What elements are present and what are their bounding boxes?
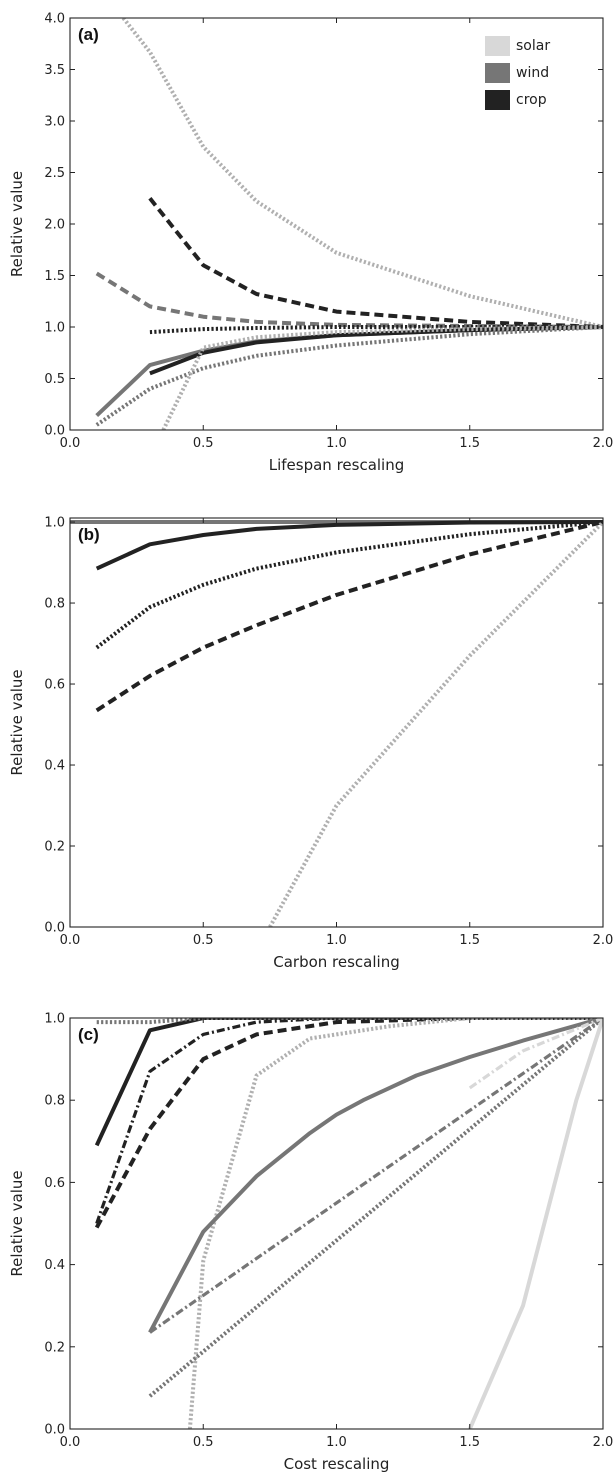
y-tick-label: 4.0 (44, 12, 65, 27)
x-tick-label: 0.5 (193, 933, 214, 948)
panel-label: (b) (78, 525, 100, 544)
x-tick-label: 1.0 (326, 933, 347, 948)
panel-label: (a) (78, 25, 99, 44)
series-line-4 (96, 1018, 603, 1025)
series-group (70, 520, 603, 927)
series-line-8 (148, 1018, 603, 1398)
y-tick-label: 0.8 (44, 597, 65, 612)
x-tick-label: 1.0 (326, 1435, 347, 1450)
series-line-2 (148, 197, 603, 329)
series-line-3 (95, 271, 603, 329)
x-tick-label: 2.0 (593, 436, 614, 451)
y-tick-label: 0.6 (44, 678, 65, 693)
y-tick-label: 0.4 (44, 1258, 65, 1273)
legend-label-crop: crop (516, 92, 547, 108)
legend-label-wind: wind (516, 65, 549, 81)
series-line-4 (95, 520, 603, 713)
x-tick-label: 1.5 (459, 436, 480, 451)
series-line-10 (467, 1018, 603, 1429)
y-tick-label: 3.0 (44, 115, 65, 130)
y-tick-label: 0.2 (44, 1340, 65, 1355)
y-tick-label: 0.2 (44, 840, 65, 855)
y-tick-label: 0.0 (44, 424, 65, 439)
x-axis-label: Cost rescaling (284, 1455, 390, 1473)
y-tick-label: 0.8 (44, 1094, 65, 1109)
y-tick-label: 0.0 (44, 921, 65, 936)
y-tick-label: 0.6 (44, 1176, 65, 1191)
series-line-3 (94, 1018, 603, 1229)
series-line-1 (121, 18, 603, 329)
x-tick-label: 0.5 (193, 1435, 214, 1450)
series-line-8 (161, 325, 603, 430)
legend-label-solar: solar (516, 38, 550, 54)
y-tick-label: 1.5 (44, 269, 65, 284)
series-line-7 (148, 1018, 603, 1334)
y-axis-label: Relative value (8, 171, 26, 277)
series-line-9 (468, 1018, 603, 1090)
series-line-2 (95, 1018, 603, 1225)
axes-frame (69, 517, 604, 928)
series-line-5 (95, 325, 603, 418)
x-tick-label: 2.0 (593, 933, 614, 948)
series-line-3 (95, 520, 603, 650)
x-tick-label: 1.5 (459, 933, 480, 948)
y-tick-label: 2.5 (44, 166, 65, 181)
legend-swatch-crop (485, 90, 510, 110)
series-line-5 (187, 1018, 603, 1429)
series-line-1 (94, 1018, 603, 1147)
series-group (95, 18, 603, 430)
x-axis-label: Carbon rescaling (273, 953, 400, 971)
x-axis-label: Lifespan rescaling (269, 456, 405, 474)
y-tick-label: 1.0 (44, 516, 65, 531)
x-tick-label: 0.0 (60, 1435, 81, 1450)
chart-panel-3: 0.0 0.5 1.0 1.5 2.0 0.0 0.2 0.4 0.6 0.8 1.0 Cost re… (8, 1012, 613, 1474)
y-tick-label: 1.0 (44, 321, 65, 336)
legend: solar wind crop (485, 36, 550, 110)
x-tick-label: 0.0 (60, 436, 81, 451)
x-tick-label: 1.5 (459, 1435, 480, 1450)
y-tick-label: 0.4 (44, 759, 65, 774)
panel-label: (c) (78, 1025, 99, 1044)
axes-frame (69, 1017, 604, 1430)
chart-panel-2: 0.0 0.5 1.0 1.5 2.0 0.0 0.2 0.4 0.6 0.8 1.0 Carbon … (8, 516, 613, 971)
series-line-6 (149, 325, 603, 376)
legend-swatch-solar (485, 36, 510, 56)
series-line-7 (95, 325, 603, 427)
y-tick-label: 0.5 (44, 372, 65, 387)
x-tick-label: 0.5 (193, 436, 214, 451)
y-tick-label: 0.0 (44, 1423, 65, 1438)
chart-panel-1: 0.0 0.5 1.0 1.5 2.0 0.0 0.5 1.0 1.5 2.0 2.5 3.0 3.5 4… (8, 12, 613, 475)
legend-swatch-wind (485, 63, 510, 83)
series-group (94, 1018, 603, 1429)
series-line-6 (148, 1018, 603, 1334)
x-tick-label: 2.0 (593, 1435, 614, 1450)
series-line-5 (268, 520, 603, 927)
series-line-4 (149, 325, 603, 335)
y-tick-label: 2.0 (44, 218, 65, 233)
x-tick-label: 1.0 (326, 436, 347, 451)
y-tick-label: 1.0 (44, 1012, 65, 1027)
y-axis-label: Relative value (8, 1170, 26, 1276)
y-tick-label: 3.5 (44, 63, 65, 78)
y-axis-label: Relative value (8, 669, 26, 775)
x-tick-label: 0.0 (60, 933, 81, 948)
